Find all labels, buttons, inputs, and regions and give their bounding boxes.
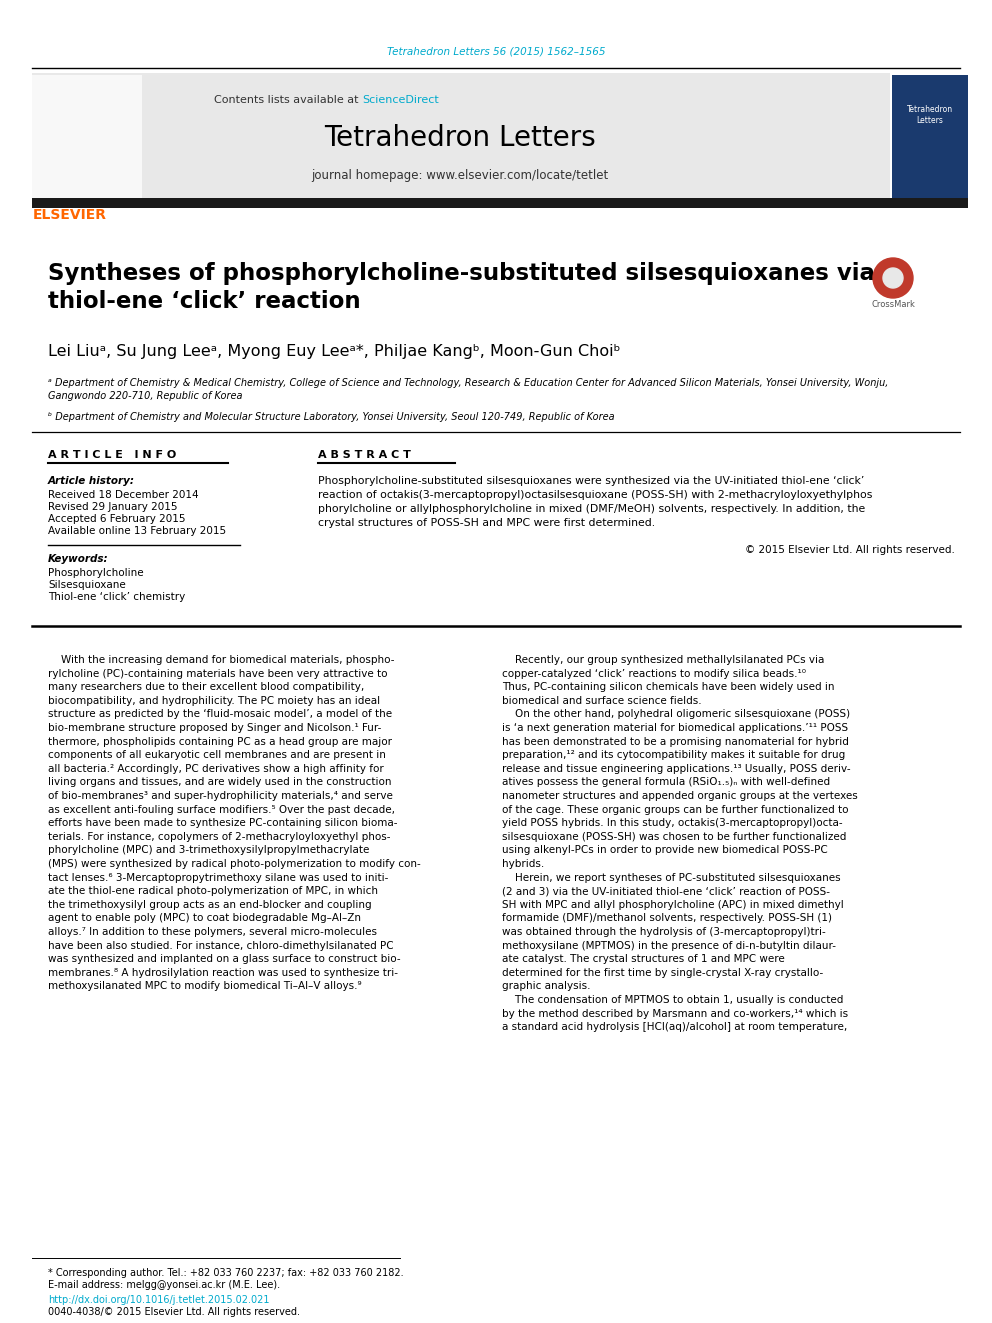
Text: A B S T R A C T: A B S T R A C T bbox=[318, 450, 411, 460]
Bar bbox=[32, 75, 142, 200]
Text: * Corresponding author. Tel.: +82 033 760 2237; fax: +82 033 760 2182.: * Corresponding author. Tel.: +82 033 76… bbox=[48, 1267, 404, 1278]
Text: Keywords:: Keywords: bbox=[48, 554, 109, 564]
Text: Revised 29 January 2015: Revised 29 January 2015 bbox=[48, 501, 178, 512]
Text: CrossMark: CrossMark bbox=[871, 300, 915, 310]
Text: Article history:: Article history: bbox=[48, 476, 135, 486]
Text: Contents lists available at: Contents lists available at bbox=[214, 95, 362, 105]
Text: Silsesquioxane: Silsesquioxane bbox=[48, 579, 126, 590]
Text: Lei Liuᵃ, Su Jung Leeᵃ, Myong Euy Leeᵃ*, Philjae Kangᵇ, Moon-Gun Choiᵇ: Lei Liuᵃ, Su Jung Leeᵃ, Myong Euy Leeᵃ*,… bbox=[48, 344, 621, 359]
Circle shape bbox=[883, 269, 903, 288]
Text: ᵃ Department of Chemistry & Medical Chemistry, College of Science and Technology: ᵃ Department of Chemistry & Medical Chem… bbox=[48, 378, 889, 401]
Circle shape bbox=[873, 258, 913, 298]
Text: Thiol-ene ‘click’ chemistry: Thiol-ene ‘click’ chemistry bbox=[48, 591, 186, 602]
Text: E-mail address: melgg@yonsei.ac.kr (M.E. Lee).: E-mail address: melgg@yonsei.ac.kr (M.E.… bbox=[48, 1279, 280, 1290]
Text: Syntheses of phosphorylcholine-substituted silsesquioxanes via
thiol-ene ‘click’: Syntheses of phosphorylcholine-substitut… bbox=[48, 262, 875, 314]
Text: journal homepage: www.elsevier.com/locate/tetlet: journal homepage: www.elsevier.com/locat… bbox=[311, 168, 609, 181]
Text: 0040-4038/© 2015 Elsevier Ltd. All rights reserved.: 0040-4038/© 2015 Elsevier Ltd. All right… bbox=[48, 1307, 300, 1316]
Text: A R T I C L E   I N F O: A R T I C L E I N F O bbox=[48, 450, 177, 460]
Text: ScienceDirect: ScienceDirect bbox=[362, 95, 438, 105]
Text: Available online 13 February 2015: Available online 13 February 2015 bbox=[48, 527, 226, 536]
Bar bbox=[32, 73, 890, 198]
Text: Accepted 6 February 2015: Accepted 6 February 2015 bbox=[48, 515, 186, 524]
Text: Phosphorylcholine-substituted silsesquioxanes were synthesized via the UV-initia: Phosphorylcholine-substituted silsesquio… bbox=[318, 476, 872, 528]
Text: © 2015 Elsevier Ltd. All rights reserved.: © 2015 Elsevier Ltd. All rights reserved… bbox=[745, 545, 955, 556]
Bar bbox=[892, 75, 968, 200]
Text: ᵇ Department of Chemistry and Molecular Structure Laboratory, Yonsei University,: ᵇ Department of Chemistry and Molecular … bbox=[48, 411, 615, 422]
Text: Phosphorylcholine: Phosphorylcholine bbox=[48, 568, 144, 578]
Text: ELSEVIER: ELSEVIER bbox=[33, 208, 107, 222]
Bar bbox=[32, 198, 968, 208]
Text: Tetrahedron Letters 56 (2015) 1562–1565: Tetrahedron Letters 56 (2015) 1562–1565 bbox=[387, 48, 605, 57]
Text: Recently, our group synthesized methallylsilanated PCs via
copper-catalyzed ‘cli: Recently, our group synthesized methally… bbox=[502, 655, 858, 1032]
Text: http://dx.doi.org/10.1016/j.tetlet.2015.02.021: http://dx.doi.org/10.1016/j.tetlet.2015.… bbox=[48, 1295, 270, 1304]
Text: Tetrahedron Letters: Tetrahedron Letters bbox=[324, 124, 596, 152]
Text: With the increasing demand for biomedical materials, phospho-
rylcholine (PC)-co: With the increasing demand for biomedica… bbox=[48, 655, 421, 991]
Text: Received 18 December 2014: Received 18 December 2014 bbox=[48, 490, 198, 500]
Text: Tetrahedron
Letters: Tetrahedron Letters bbox=[907, 105, 953, 126]
